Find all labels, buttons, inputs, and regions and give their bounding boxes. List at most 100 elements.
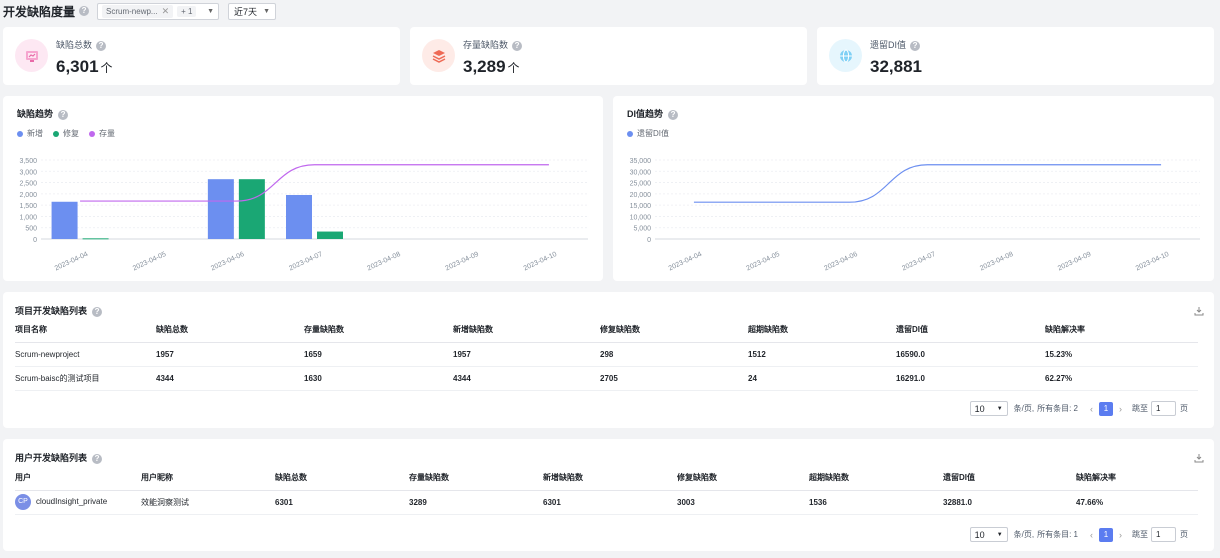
project-select[interactable]: Scrum-newp... ✕ + 1 ▼: [97, 2, 220, 20]
project-table-card: 项目开发缺陷列表? 项目名称 缺陷总数 存量缺陷数 新增缺陷数 修复缺陷数 超期…: [3, 292, 1214, 428]
user-table-card: 用户开发缺陷列表? 用户 用户昵称 缺陷总数 存量缺陷数 新增缺陷数 修复缺陷数…: [3, 439, 1214, 551]
col-header[interactable]: 超期缺陷数: [809, 466, 943, 491]
chart-title: DI值趋势?: [627, 107, 679, 120]
col-header[interactable]: 存量缺陷数: [304, 318, 453, 343]
kpi-label: 存量缺陷数?: [463, 38, 523, 51]
help-icon[interactable]: ?: [668, 109, 679, 120]
x-tick-label: 2023-04-08: [979, 251, 1015, 273]
legend-item-di[interactable]: 遗留DI值: [627, 128, 669, 139]
download-icon[interactable]: [1194, 453, 1204, 463]
page-size-select[interactable]: 10 ▼: [969, 527, 1008, 542]
pagination: 10 ▼ 条/页, 所有条目: 1 ‹ 1 › 跳至 1 页: [969, 527, 1188, 542]
total-label: 所有条目: 2: [1037, 404, 1078, 413]
col-header[interactable]: 遗留DI值: [896, 318, 1045, 343]
col-header[interactable]: 存量缺陷数: [409, 466, 543, 491]
table-cell: 1957: [156, 342, 304, 367]
help-icon[interactable]: ?: [512, 40, 523, 51]
x-tick-label: 2023-04-05: [745, 251, 781, 273]
chart-title-text: DI值趋势: [627, 109, 664, 119]
table-cell: 298: [600, 342, 748, 367]
help-icon[interactable]: ?: [96, 40, 107, 51]
goto-input[interactable]: 1: [1151, 401, 1176, 416]
col-header[interactable]: 缺陷解决率: [1045, 318, 1198, 343]
y-tick-label: 10,000: [630, 214, 652, 221]
bar-修复: [82, 238, 109, 240]
col-header[interactable]: 项目名称: [15, 318, 156, 343]
col-header[interactable]: 新增缺陷数: [453, 318, 600, 343]
table-cell: 4344: [156, 366, 304, 391]
goto-label: 跳至: [1132, 530, 1148, 539]
prev-page-icon[interactable]: ‹: [1090, 529, 1093, 540]
next-page-icon[interactable]: ›: [1119, 529, 1122, 540]
project-tag-label: Scrum-newp...: [106, 6, 158, 16]
help-icon[interactable]: ?: [58, 109, 69, 120]
chevron-down-icon: ▼: [207, 7, 215, 15]
table-cell: Scrum-newproject: [15, 342, 156, 367]
chart-legend: 遗留DI值: [627, 128, 669, 139]
table-title: 用户开发缺陷列表?: [15, 451, 103, 464]
help-icon[interactable]: ?: [910, 40, 921, 51]
table-cell: 1512: [748, 342, 896, 367]
chart-legend: 新增 修复 存量: [17, 128, 115, 139]
table-cell: Scrum-baisc的测试项目: [15, 366, 156, 391]
kpi-card-di: 遗留DI值? 32,881: [817, 27, 1214, 85]
col-header[interactable]: 缺陷总数: [156, 318, 304, 343]
pagination: 10 ▼ 条/页, 所有条目: 2 ‹ 1 › 跳至 1 页: [969, 401, 1188, 416]
legend-item-new[interactable]: 新增: [17, 128, 43, 139]
page-size-select[interactable]: 10 ▼: [969, 401, 1008, 416]
table-cell: 1957: [453, 342, 600, 367]
page-size-value: 10: [974, 529, 985, 540]
close-icon[interactable]: ✕: [161, 5, 170, 16]
table-cell: 2705: [600, 366, 748, 391]
kpi-label: 缺陷总数?: [56, 38, 107, 51]
user-table: 用户 用户昵称 缺陷总数 存量缺陷数 新增缺陷数 修复缺陷数 超期缺陷数 遗留D…: [15, 466, 1198, 515]
table-row: Scrum-baisc的测试项目 4344 1630 4344 2705 24 …: [15, 366, 1198, 391]
download-icon[interactable]: [1194, 306, 1204, 316]
defect-trend-chart: 0 500 1,000 1,500 2,000 2,500 3,000 3,500 2023-0…: [19, 158, 588, 273]
col-header[interactable]: 修复缺陷数: [677, 466, 809, 491]
page-number[interactable]: 1: [1099, 527, 1113, 542]
col-header[interactable]: 新增缺陷数: [543, 466, 677, 491]
chevron-down-icon: ▼: [996, 405, 1003, 412]
next-page-icon[interactable]: ›: [1119, 403, 1122, 414]
legend-item-fixed[interactable]: 修复: [53, 128, 79, 139]
line-遗留DI值: [693, 164, 1162, 203]
range-select[interactable]: 近7天 ▼: [228, 2, 277, 20]
x-tick-label: 2023-04-04: [54, 251, 90, 273]
stack-icon: [422, 39, 455, 72]
kpi-unit: 个: [507, 61, 520, 75]
y-tick-label: 25,000: [630, 181, 652, 188]
legend-label: 新增: [27, 129, 43, 138]
goto-input[interactable]: 1: [1151, 527, 1176, 542]
kpi-value: 6,301 个: [56, 57, 113, 77]
col-header[interactable]: 缺陷总数: [275, 466, 409, 491]
x-tick-label: 2023-04-07: [288, 251, 324, 273]
col-header[interactable]: 用户昵称: [141, 466, 275, 491]
col-header[interactable]: 修复缺陷数: [600, 318, 748, 343]
legend-dot: [89, 130, 95, 137]
bug-icon: [15, 39, 48, 72]
prev-page-icon[interactable]: ‹: [1090, 403, 1093, 414]
col-header[interactable]: 用户: [15, 466, 141, 491]
project-table: 项目名称 缺陷总数 存量缺陷数 新增缺陷数 修复缺陷数 超期缺陷数 遗留DI值 …: [15, 318, 1198, 391]
col-header[interactable]: 遗留DI值: [943, 466, 1076, 491]
x-tick-label: 2023-04-10: [523, 251, 559, 273]
kpi-card-total: 缺陷总数? 6,301 个: [3, 27, 400, 85]
page-number[interactable]: 1: [1099, 401, 1113, 416]
page-size-value: 10: [974, 403, 985, 414]
user-name: cloudInsight_private: [36, 497, 108, 507]
help-icon[interactable]: ?: [92, 453, 103, 464]
y-tick-label: 2,500: [19, 181, 37, 188]
table-row: Scrum-newproject 1957 1659 1957 298 1512…: [15, 342, 1198, 367]
table-cell: 4344: [453, 366, 600, 391]
help-icon[interactable]: ?: [92, 306, 103, 317]
project-more-tag: + 1: [177, 5, 197, 17]
col-header[interactable]: 超期缺陷数: [748, 318, 896, 343]
legend-dot: [53, 130, 59, 137]
table-cell: 效能洞察测试: [141, 490, 275, 515]
col-header[interactable]: 缺陷解决率: [1076, 466, 1198, 491]
legend-item-stock[interactable]: 存量: [89, 128, 115, 139]
help-icon[interactable]: ?: [79, 6, 90, 16]
y-tick-label: 3,000: [19, 169, 37, 176]
table-header: 项目名称 缺陷总数 存量缺陷数 新增缺陷数 修复缺陷数 超期缺陷数 遗留DI值 …: [15, 318, 1198, 343]
